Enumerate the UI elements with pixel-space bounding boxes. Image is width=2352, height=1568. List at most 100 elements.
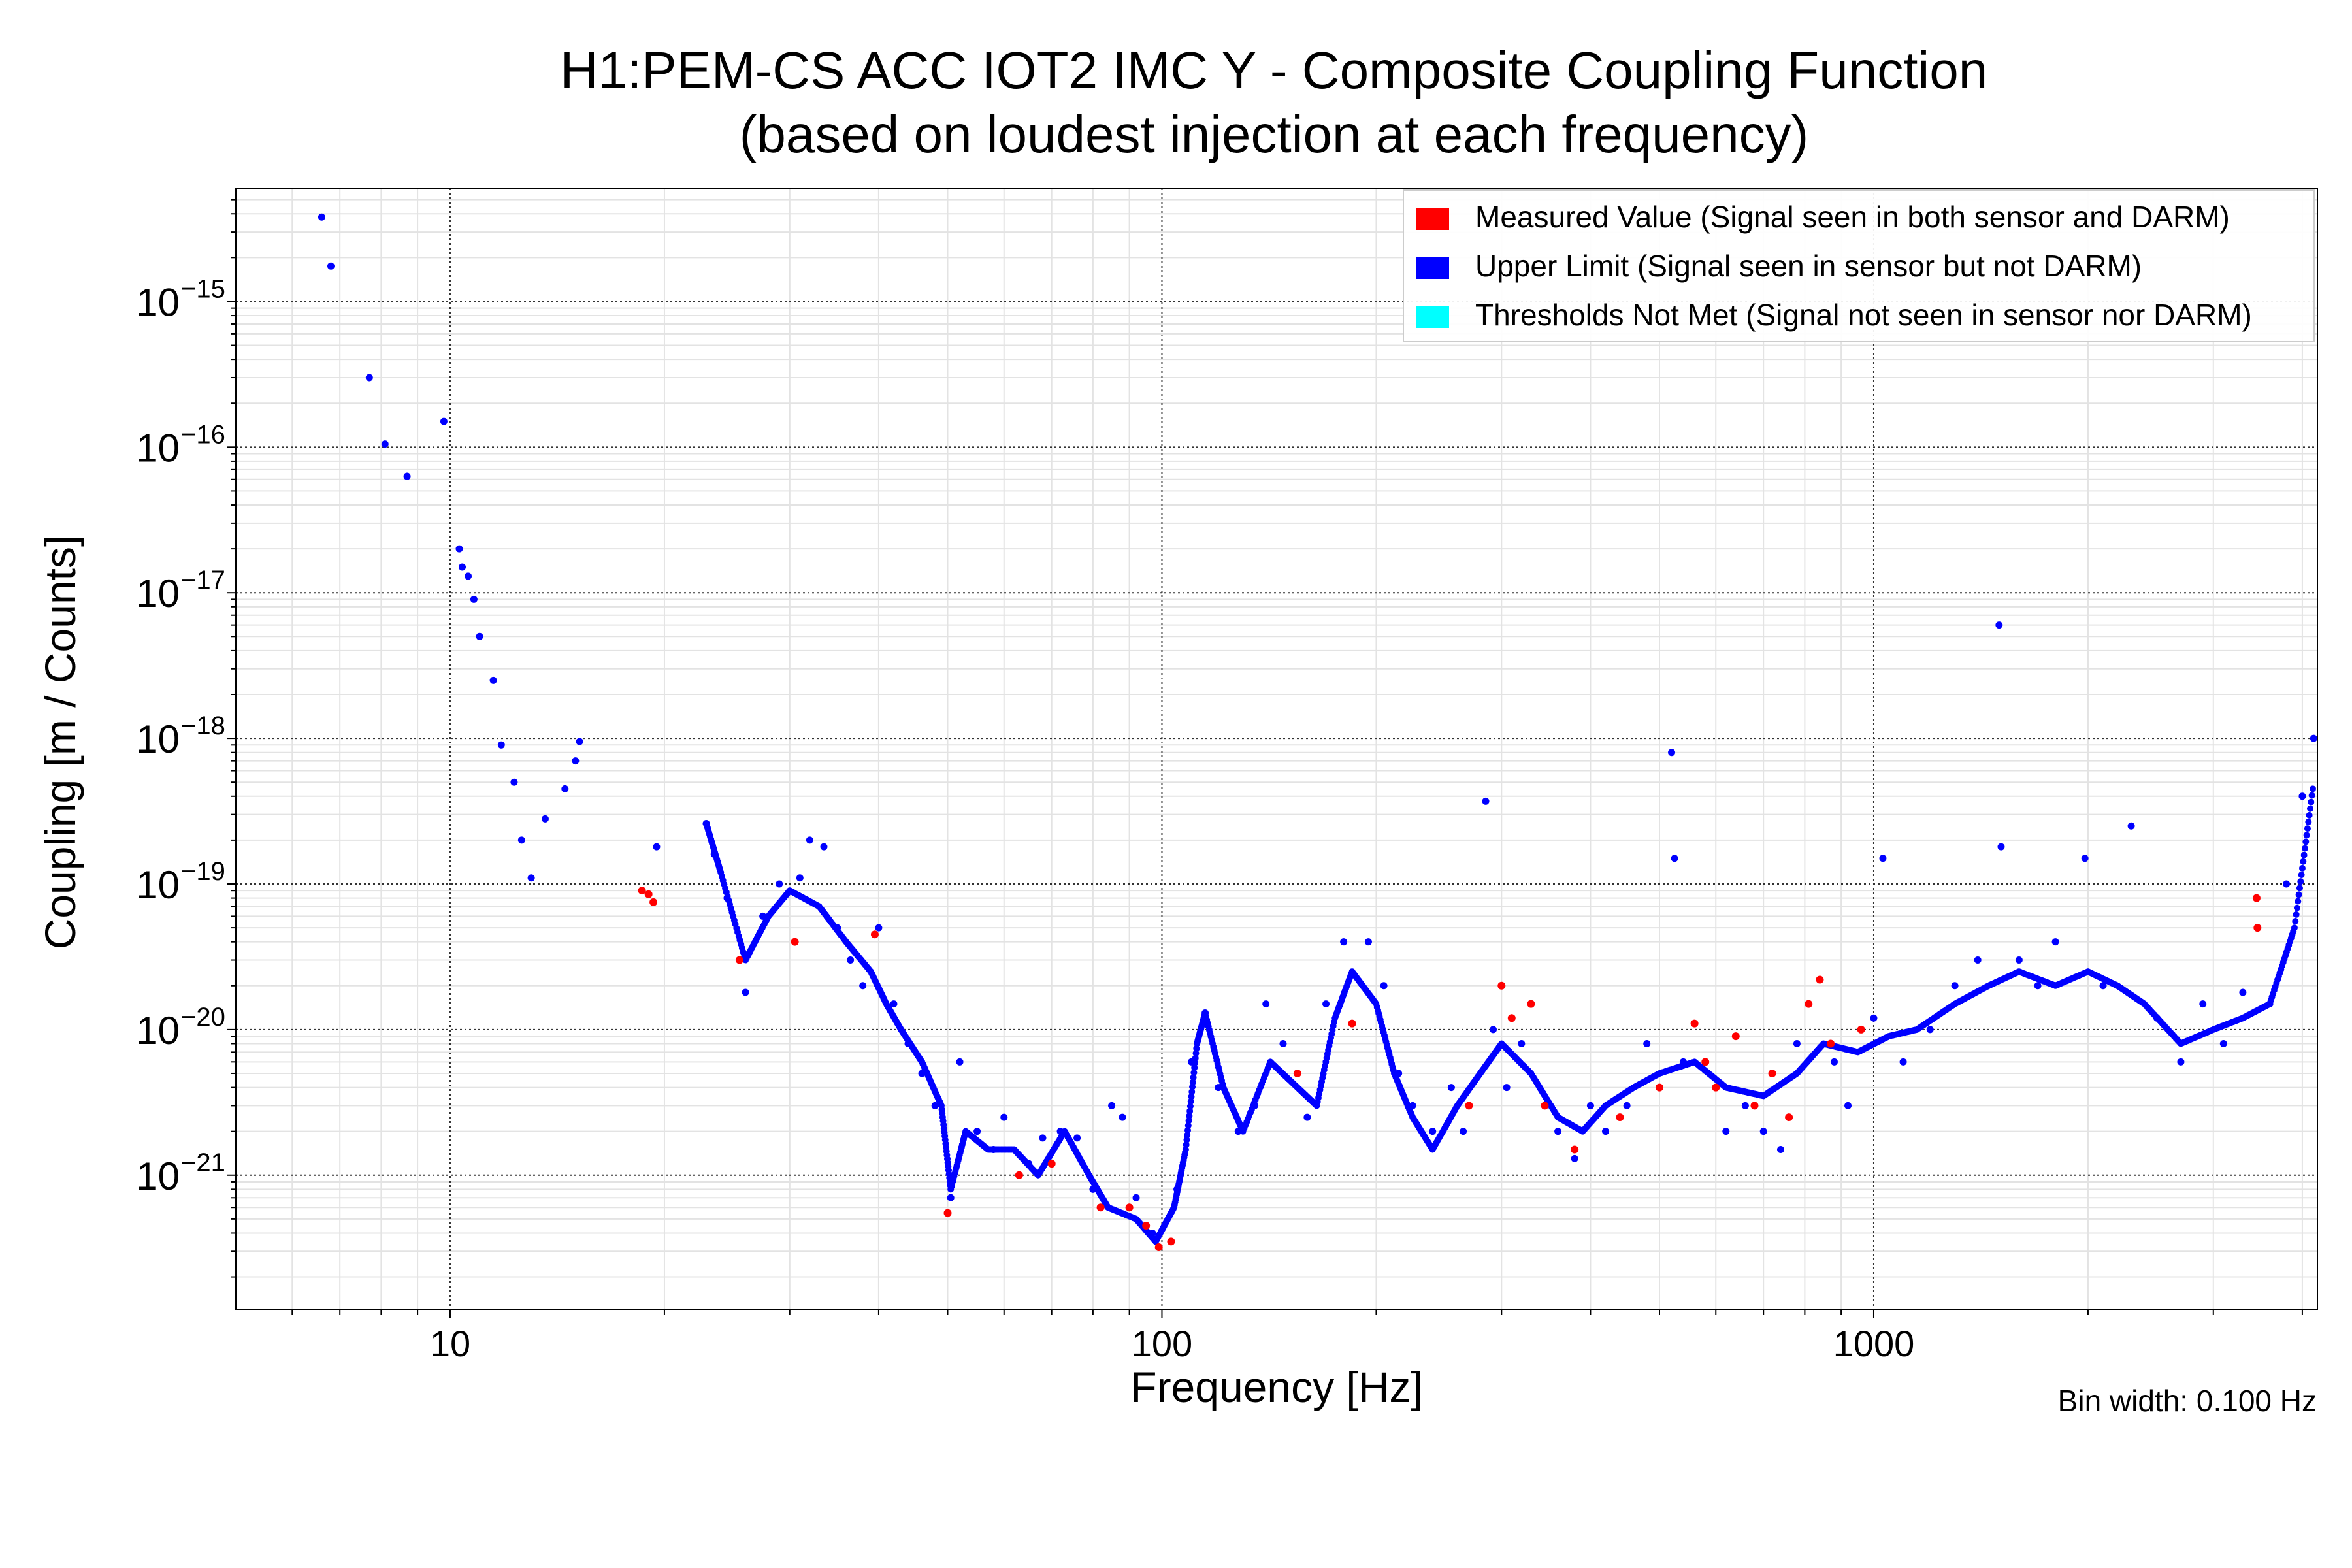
measured-value-point bbox=[638, 887, 646, 895]
upper-limit-point bbox=[1776, 1146, 1784, 1154]
measured-value-point bbox=[870, 930, 879, 939]
legend-box bbox=[1403, 189, 2315, 342]
upper-limit-point bbox=[1149, 1229, 1156, 1237]
upper-limit-point bbox=[455, 545, 463, 553]
upper-limit-point bbox=[1184, 1127, 1192, 1134]
upper-limit-point bbox=[1409, 1102, 1416, 1109]
axis-ticks bbox=[227, 199, 2303, 1318]
upper-limit-point bbox=[2127, 822, 2135, 830]
upper-limit-point bbox=[1668, 749, 1676, 757]
upper-limit-point bbox=[1089, 1185, 1097, 1193]
measured-value-point bbox=[1167, 1237, 1175, 1246]
y-tick-exponent: −21 bbox=[181, 1149, 225, 1177]
upper-limit-point bbox=[1187, 1098, 1194, 1105]
upper-limit-point bbox=[1679, 1058, 1687, 1066]
upper-limit-point bbox=[1039, 1134, 1047, 1142]
y-tick-label: 10 bbox=[136, 572, 180, 615]
upper-limit-point bbox=[1025, 1160, 1033, 1168]
upper-limit-point bbox=[541, 815, 549, 823]
upper-limit-point bbox=[527, 874, 535, 882]
upper-limit-point bbox=[1108, 1102, 1116, 1109]
measured-value-point bbox=[1015, 1171, 1023, 1179]
upper-limit-point bbox=[1623, 1102, 1631, 1109]
upper-limit-point bbox=[1380, 982, 1388, 990]
upper-limit-point bbox=[465, 572, 472, 580]
measured-value-point bbox=[1096, 1203, 1105, 1212]
upper-limit-points bbox=[318, 213, 2317, 1245]
upper-limit-point bbox=[918, 1070, 926, 1077]
upper-limit-point bbox=[847, 956, 855, 964]
measured-value-point bbox=[1816, 975, 1824, 984]
plot-background bbox=[236, 188, 2317, 1309]
upper-limit-point bbox=[2295, 898, 2302, 905]
upper-limit-point bbox=[2292, 917, 2299, 924]
upper-limit-point bbox=[2219, 1039, 2227, 1047]
upper-limit-point bbox=[510, 778, 518, 786]
upper-limit-point bbox=[1586, 1102, 1594, 1109]
upper-limit-point bbox=[2310, 734, 2317, 742]
measured-value-point bbox=[791, 938, 799, 946]
upper-limit-point bbox=[1262, 1000, 1270, 1008]
measured-value-point bbox=[1690, 1019, 1699, 1028]
measured-value-point bbox=[1701, 1058, 1710, 1066]
upper-limit-point bbox=[956, 1058, 964, 1066]
upper-limit-point bbox=[2291, 924, 2298, 932]
x-tick-label: 1000 bbox=[1833, 1323, 1915, 1364]
upper-limit-point bbox=[2301, 845, 2308, 852]
upper-limit-point bbox=[2051, 938, 2059, 946]
legend-swatch bbox=[1416, 257, 1449, 279]
legend-swatch bbox=[1416, 208, 1449, 230]
measured-value-point bbox=[1465, 1102, 1473, 1110]
upper-limit-point bbox=[1185, 1117, 1192, 1124]
upper-limit-point bbox=[1844, 1102, 1852, 1109]
upper-limit-point bbox=[1184, 1132, 1191, 1139]
upper-limit-point bbox=[1215, 1084, 1222, 1092]
y-tick-label: 10 bbox=[136, 863, 180, 907]
upper-limit-point bbox=[875, 924, 883, 932]
legend-swatch bbox=[1416, 306, 1449, 328]
legend: Measured Value (Signal seen in both sens… bbox=[1403, 189, 2315, 342]
upper-limit-point bbox=[2302, 838, 2310, 845]
upper-limit-point bbox=[1279, 1039, 1287, 1047]
upper-limit-point bbox=[2081, 855, 2089, 862]
upper-limit-point bbox=[776, 880, 783, 888]
measured-value-point bbox=[2253, 924, 2262, 932]
upper-limit-point bbox=[1119, 1113, 1126, 1121]
upper-limit-point bbox=[653, 843, 661, 851]
upper-limit-point bbox=[1183, 1136, 1190, 1143]
upper-limit-point bbox=[476, 632, 483, 640]
upper-limit-point bbox=[2308, 798, 2315, 806]
measured-value-point bbox=[1616, 1113, 1624, 1122]
upper-limit-point bbox=[1056, 1128, 1064, 1135]
upper-limit-point bbox=[702, 819, 710, 827]
upper-limit-point bbox=[931, 1102, 939, 1109]
upper-limit-point bbox=[859, 982, 867, 990]
upper-limit-point bbox=[2296, 885, 2303, 892]
y-tick-exponent: −16 bbox=[181, 420, 225, 449]
upper-limit-point bbox=[1429, 1128, 1437, 1135]
upper-limit-point bbox=[1554, 1128, 1562, 1135]
upper-limit-point bbox=[1190, 1069, 1198, 1076]
upper-limit-point bbox=[834, 924, 841, 932]
y-tick-exponent: −20 bbox=[181, 1003, 225, 1032]
upper-limit-point bbox=[1000, 1113, 1008, 1121]
upper-limit-point bbox=[1460, 1128, 1467, 1135]
upper-limit-point bbox=[1899, 1058, 1907, 1066]
y-tick-label: 10 bbox=[136, 1009, 180, 1053]
upper-limit-point bbox=[1741, 1102, 1749, 1109]
upper-limit-point bbox=[2297, 878, 2304, 885]
measured-value-point bbox=[1047, 1160, 1056, 1168]
legend-label: Measured Value (Signal seen in both sens… bbox=[1475, 200, 2230, 234]
upper-limit-point bbox=[1250, 1102, 1258, 1109]
upper-limit-point bbox=[1201, 1009, 1209, 1017]
y-tick-label: 10 bbox=[136, 280, 180, 324]
upper-limit-point bbox=[1182, 1146, 1189, 1153]
upper-limit-point bbox=[2293, 904, 2300, 911]
upper-limit-point bbox=[2300, 858, 2307, 865]
measured-value-point bbox=[1805, 1000, 1813, 1008]
measured-value-point bbox=[735, 956, 743, 964]
upper-limit-point bbox=[2308, 792, 2315, 799]
upper-limit-point bbox=[1234, 1128, 1242, 1135]
